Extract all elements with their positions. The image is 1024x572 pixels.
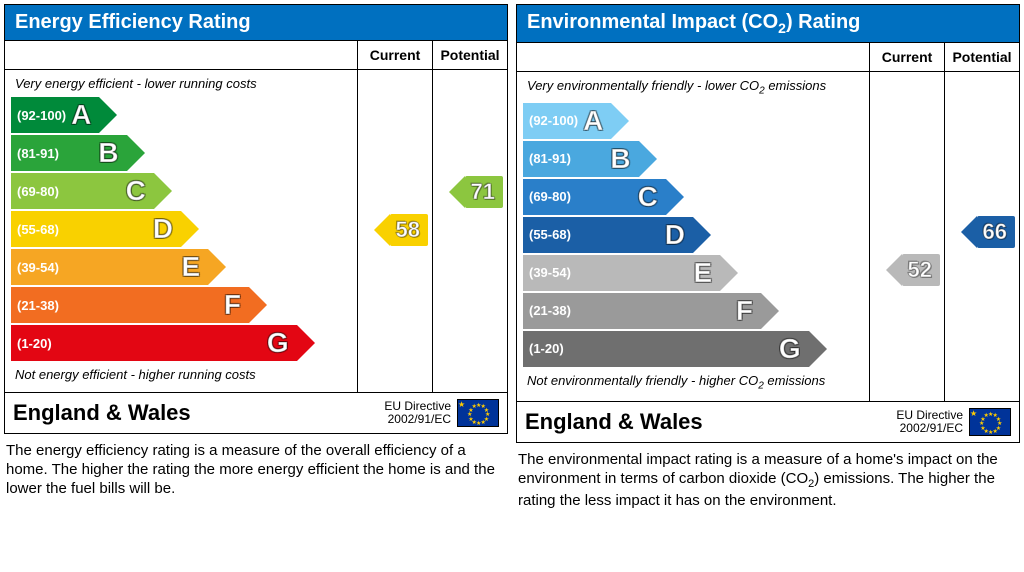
band-range: (81-91) [11, 146, 59, 161]
band-letter: E [182, 251, 201, 283]
band-range: (1-20) [11, 336, 52, 351]
band-letter: C [126, 175, 146, 207]
band-range: (21-38) [523, 303, 571, 318]
energy-current-value: 58 [396, 217, 420, 243]
band-range: (39-54) [523, 265, 571, 280]
energy-potential-value: 71 [471, 179, 495, 205]
enviro-directive: EU Directive 2002/91/EC [896, 409, 963, 435]
rating-band-f: (21-38) F [523, 293, 761, 329]
energy-col-current: Current [357, 41, 432, 69]
band-letter: B [610, 143, 630, 175]
enviro-hint-top-post: emissions [765, 78, 826, 93]
band-range: (92-100) [523, 113, 578, 128]
energy-region: England & Wales [13, 400, 384, 426]
enviro-header-row: Current Potential [517, 43, 1019, 72]
rating-band-b: (81-91) B [11, 135, 127, 171]
rating-band-b: (81-91) B [523, 141, 639, 177]
enviro-hint-bottom-post: emissions [764, 373, 825, 388]
energy-potential-pointer: 71 [465, 176, 503, 208]
band-letter: E [694, 257, 713, 289]
rating-band-a: (92-100) A [11, 97, 99, 133]
energy-potential-col: 71 [432, 70, 507, 392]
energy-current-col: 58 [357, 70, 432, 392]
enviro-col-potential: Potential [944, 43, 1019, 71]
energy-header-row: Current Potential [5, 41, 507, 70]
band-letter: F [736, 295, 753, 327]
spacer [517, 43, 869, 71]
energy-hint-bottom: Not energy efficient - higher running co… [15, 367, 351, 382]
enviro-body: Very environmentally friendly - lower CO… [517, 72, 1019, 401]
rating-band-f: (21-38) F [11, 287, 249, 323]
energy-col-potential: Potential [432, 41, 507, 69]
band-letter: G [779, 333, 801, 365]
enviro-potential-value: 66 [983, 219, 1007, 245]
band-range: (92-100) [11, 108, 66, 123]
energy-footer: England & Wales EU Directive 2002/91/EC … [5, 392, 507, 433]
enviro-hint-bottom-pre: Not environmentally friendly - higher CO [527, 373, 758, 388]
enviro-title-post: ) Rating [786, 11, 860, 33]
energy-title-text: Energy Efficiency Rating [15, 11, 251, 33]
rating-band-a: (92-100) A [523, 103, 611, 139]
band-range: (55-68) [11, 222, 59, 237]
band-range: (39-54) [11, 260, 59, 275]
spacer [5, 41, 357, 69]
enviro-chart: Current Potential Very environmentally f… [516, 43, 1020, 443]
band-letter: B [98, 137, 118, 169]
enviro-title: Environmental Impact (CO2) Rating [516, 4, 1020, 43]
enviro-hint-top-pre: Very environmentally friendly - lower CO [527, 78, 759, 93]
enviro-region: England & Wales [525, 409, 896, 435]
eu-flag-icon: ★★★★★★★★★★★★ [969, 408, 1011, 436]
energy-panel: Energy Efficiency Rating Current Potenti… [4, 4, 508, 568]
rating-band-e: (39-54) E [523, 255, 720, 291]
enviro-directive-l2: 2002/91/EC [896, 422, 963, 435]
energy-bands: Very energy efficient - lower running co… [5, 70, 357, 392]
band-range: (69-80) [523, 189, 571, 204]
enviro-hint-bottom: Not environmentally friendly - higher CO… [527, 373, 863, 392]
rating-band-g: (1-20) G [11, 325, 297, 361]
enviro-panel: Environmental Impact (CO2) Rating Curren… [516, 4, 1020, 568]
energy-current-pointer: 58 [390, 214, 428, 246]
band-letter: A [583, 105, 603, 137]
band-letter: F [224, 289, 241, 321]
enviro-current-pointer: 52 [902, 254, 940, 286]
enviro-footer: England & Wales EU Directive 2002/91/EC … [517, 401, 1019, 442]
enviro-potential-pointer: 66 [977, 216, 1015, 248]
band-letter: G [267, 327, 289, 359]
band-range: (69-80) [11, 184, 59, 199]
rating-band-c: (69-80) C [11, 173, 154, 209]
energy-title: Energy Efficiency Rating [4, 4, 508, 41]
rating-band-g: (1-20) G [523, 331, 809, 367]
band-letter: C [638, 181, 658, 213]
eu-flag-icon: ★★★★★★★★★★★★ [457, 399, 499, 427]
band-range: (81-91) [523, 151, 571, 166]
enviro-title-sub: 2 [778, 20, 786, 36]
energy-description: The energy efficiency rating is a measur… [4, 434, 508, 498]
band-letter: D [665, 219, 685, 251]
band-range: (55-68) [523, 227, 571, 242]
enviro-col-current: Current [869, 43, 944, 71]
energy-directive-l2: 2002/91/EC [384, 413, 451, 426]
enviro-title-pre: Environmental Impact (CO [527, 11, 778, 33]
band-range: (21-38) [11, 298, 59, 313]
energy-chart: Current Potential Very energy efficient … [4, 41, 508, 434]
energy-body: Very energy efficient - lower running co… [5, 70, 507, 392]
rating-band-c: (69-80) C [523, 179, 666, 215]
energy-hint-top: Very energy efficient - lower running co… [15, 76, 351, 91]
rating-band-d: (55-68) D [523, 217, 693, 253]
enviro-current-value: 52 [908, 257, 932, 283]
rating-band-d: (55-68) D [11, 211, 181, 247]
enviro-current-col: 52 [869, 72, 944, 401]
energy-directive: EU Directive 2002/91/EC [384, 400, 451, 426]
band-range: (1-20) [523, 341, 564, 356]
enviro-bands: Very environmentally friendly - lower CO… [517, 72, 869, 401]
rating-band-e: (39-54) E [11, 249, 208, 285]
enviro-description: The environmental impact rating is a mea… [516, 443, 1020, 510]
enviro-potential-col: 66 [944, 72, 1019, 401]
band-letter: D [153, 213, 173, 245]
band-letter: A [71, 99, 91, 131]
enviro-hint-top: Very environmentally friendly - lower CO… [527, 78, 863, 97]
